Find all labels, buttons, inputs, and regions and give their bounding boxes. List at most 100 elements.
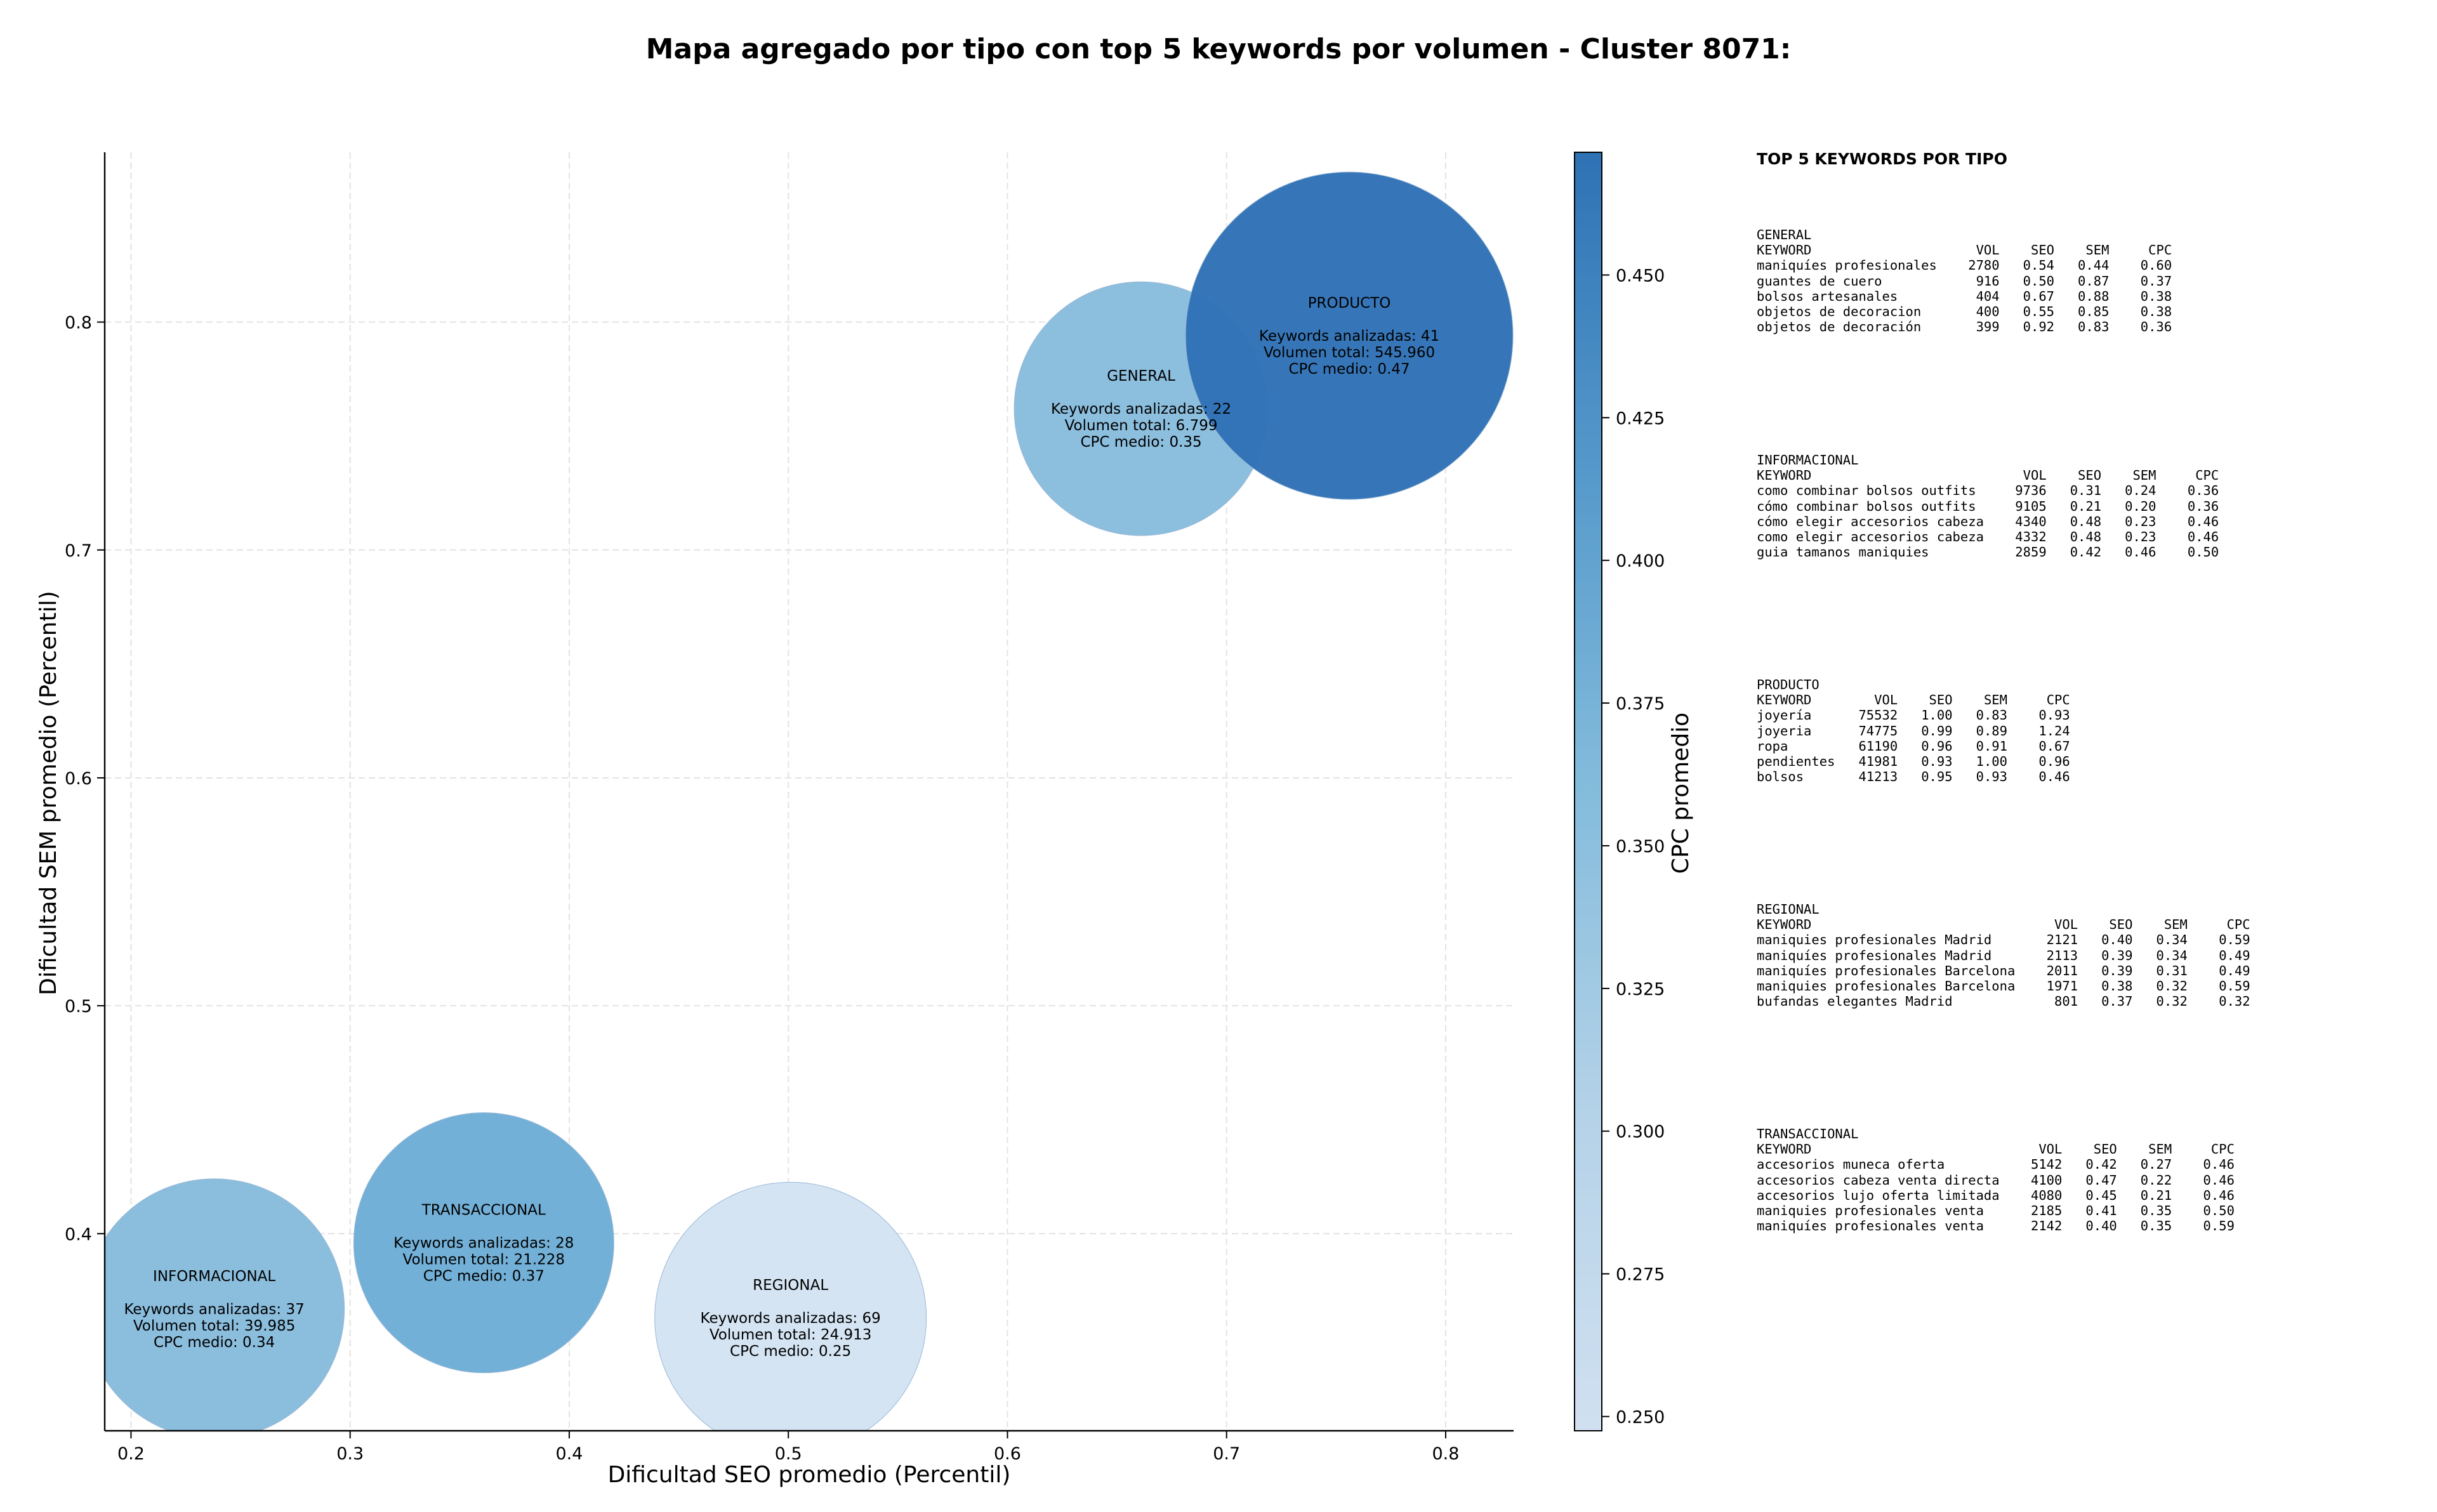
cpc-cell: 0.37 — [2109, 273, 2172, 289]
keyword-cell: joyería — [1757, 707, 1851, 723]
cpc-cell: 0.59 — [2172, 1218, 2235, 1234]
bubble-cpc-label: CPC medio: 0.47 — [1288, 361, 1410, 378]
keyword-cell: objetos de decoración — [1757, 319, 1953, 335]
sem-cell: 0.85 — [2054, 304, 2110, 320]
cpc-cell: 0.60 — [2109, 258, 2172, 273]
column-header-vol: VOL — [2015, 1141, 2063, 1157]
keyword-cell: como elegir accesorios cabeza — [1757, 529, 2000, 545]
keyword-table-header: KEYWORD VOL SEO SEM CPC — [1757, 468, 2219, 483]
keyword-cell: maniquíes profesionales Madrid — [1757, 947, 2031, 963]
bubble-type-label: INFORMACIONAL — [153, 1268, 275, 1285]
keyword-table-type: GENERAL — [1757, 227, 1812, 242]
keyword-table-header: KEYWORD VOL SEO SEM CPC — [1757, 242, 2172, 258]
keyword-table-transaccional: TRANSACCIONAL KEYWORD VOL SEO SEM CPC acce… — [1757, 1126, 2235, 1233]
seo-cell: 0.48 — [2046, 513, 2102, 529]
x-tick-label: 0.5 — [775, 1444, 802, 1464]
bubble-keywords-label: Keywords analizadas: 28 — [393, 1235, 574, 1252]
sem-cell: 0.83 — [1952, 707, 2007, 723]
keyword-table-header: KEYWORD VOL SEO SEM CPC — [1757, 917, 2250, 932]
seo-cell: 0.45 — [2062, 1187, 2117, 1203]
volume-cell: 41213 — [1851, 769, 1898, 785]
cpc-cell: 0.50 — [2156, 544, 2219, 560]
seo-cell: 0.99 — [1898, 723, 1953, 739]
volume-cell: 5142 — [2015, 1157, 2063, 1173]
keyword-row: maniquíes profesionales venta 2142 0.40 … — [1757, 1218, 2235, 1233]
bubble-volume-label: Volumen total: 39.985 — [133, 1318, 296, 1334]
colorbar-tick-label: 0.300 — [1616, 1122, 1665, 1142]
seo-cell: 0.93 — [1898, 754, 1953, 770]
bubbles — [105, 171, 1514, 1431]
column-header-cpc: CPC — [2156, 468, 2219, 483]
column-header-keyword: KEYWORD — [1757, 692, 1851, 708]
top-keywords-heading: TOP 5 KEYWORDS POR TIPO — [1757, 150, 2007, 168]
bubble-cpc-label: CPC medio: 0.34 — [154, 1334, 275, 1351]
sem-cell: 0.34 — [2132, 947, 2188, 963]
sem-cell: 0.32 — [2132, 994, 2188, 1009]
volume-cell: 4340 — [1999, 513, 2047, 529]
cpc-cell: 0.46 — [2156, 529, 2219, 545]
bubble-type-label: TRANSACCIONAL — [421, 1202, 546, 1219]
colorbar-ticks: 0.250 0.275 0.300 0.325 0.350 0.375 0.400 0.425… — [1602, 266, 1665, 1428]
cpc-cell: 0.36 — [2156, 498, 2219, 514]
keyword-row: objetos de decoracion 400 0.55 0.85 0.38 — [1757, 304, 2172, 319]
sem-cell: 0.91 — [1952, 738, 2007, 754]
colorbar: 0.250 0.275 0.300 0.325 0.350 0.375 0.400 0.425… — [1574, 152, 1694, 1431]
keyword-row: maniquíes profesionales 2780 0.54 0.44 0… — [1757, 258, 2172, 273]
volume-cell: 75532 — [1851, 707, 1898, 723]
sem-cell: 0.23 — [2101, 513, 2156, 529]
keyword-row: guantes de cuero 916 0.50 0.87 0.37 — [1757, 273, 2172, 289]
column-header-vol: VOL — [2030, 917, 2078, 933]
sem-cell: 0.35 — [2117, 1218, 2172, 1234]
keyword-cell: pendientes — [1757, 754, 1851, 770]
cpc-cell: 0.49 — [2187, 963, 2250, 978]
keyword-cell: bolsos artesanales — [1757, 288, 1953, 304]
column-header-cpc: CPC — [2007, 692, 2070, 708]
volume-cell: 9105 — [1999, 498, 2047, 514]
cpc-cell: 0.46 — [2156, 513, 2219, 529]
seo-cell: 0.50 — [1999, 273, 2055, 289]
keyword-table-regional: REGIONAL KEYWORD VOL SEO SEM CPC maniquies… — [1757, 902, 2250, 1009]
volume-cell: 74775 — [1851, 723, 1898, 739]
keyword-cell: accesorios cabeza venta directa — [1757, 1172, 2016, 1188]
cpc-cell: 0.36 — [2156, 483, 2219, 499]
bubble-informacional — [105, 1178, 345, 1431]
sem-cell: 0.34 — [2132, 932, 2188, 948]
cpc-cell: 0.46 — [2172, 1157, 2235, 1173]
keyword-table-type: PRODUCTO — [1757, 677, 1819, 692]
volume-cell: 2011 — [2030, 963, 2078, 978]
volume-cell: 916 — [1952, 273, 2000, 289]
bubble-type-label: REGIONAL — [753, 1277, 828, 1294]
x-tick-label: 0.8 — [1432, 1444, 1459, 1464]
colorbar-tick-label: 0.375 — [1616, 694, 1665, 714]
bubble-keywords-label: Keywords analizadas: 69 — [701, 1310, 881, 1327]
seo-cell: 0.37 — [2078, 994, 2133, 1009]
colorbar-tick-label: 0.250 — [1616, 1408, 1665, 1428]
keyword-row: maniquies profesionales Barcelona 1971 0… — [1757, 978, 2250, 994]
colorbar-tick-label: 0.400 — [1616, 551, 1665, 571]
volume-cell: 2185 — [2015, 1203, 2063, 1219]
keyword-row: maniquíes profesionales Barcelona 2011 0… — [1757, 963, 2250, 978]
sem-cell: 0.35 — [2117, 1203, 2172, 1219]
y-tick-label: 0.7 — [65, 541, 92, 561]
bubble-volume-label: Volumen total: 24.913 — [710, 1327, 872, 1343]
seo-cell: 0.92 — [1999, 319, 2055, 335]
seo-cell: 0.39 — [2078, 963, 2133, 978]
keyword-cell: cómo elegir accesorios cabeza — [1757, 513, 2000, 529]
seo-cell: 0.40 — [2078, 932, 2133, 948]
seo-cell: 0.95 — [1898, 769, 1953, 785]
column-header-cpc: CPC — [2172, 1141, 2235, 1157]
seo-cell: 0.42 — [2046, 544, 2102, 560]
keyword-row: accesorios cabeza venta directa 4100 0.4… — [1757, 1173, 2235, 1188]
column-header-seo: SEO — [1898, 692, 1953, 708]
keyword-row: joyeria 74775 0.99 0.89 1.24 — [1757, 723, 2070, 739]
sem-cell: 0.44 — [2054, 258, 2110, 273]
y-axis-label: Dificultad SEM promedio (Percentil) — [36, 591, 62, 996]
volume-cell: 61190 — [1851, 738, 1898, 754]
y-tick-label: 0.4 — [65, 1225, 92, 1244]
column-header-sem: SEM — [1952, 692, 2007, 708]
volume-cell: 2113 — [2030, 947, 2078, 963]
x-axis-label: Dificultad SEO promedio (Percentil) — [608, 1462, 1011, 1488]
keyword-row: ropa 61190 0.96 0.91 0.67 — [1757, 739, 2070, 754]
column-header-keyword: KEYWORD — [1757, 468, 2000, 483]
